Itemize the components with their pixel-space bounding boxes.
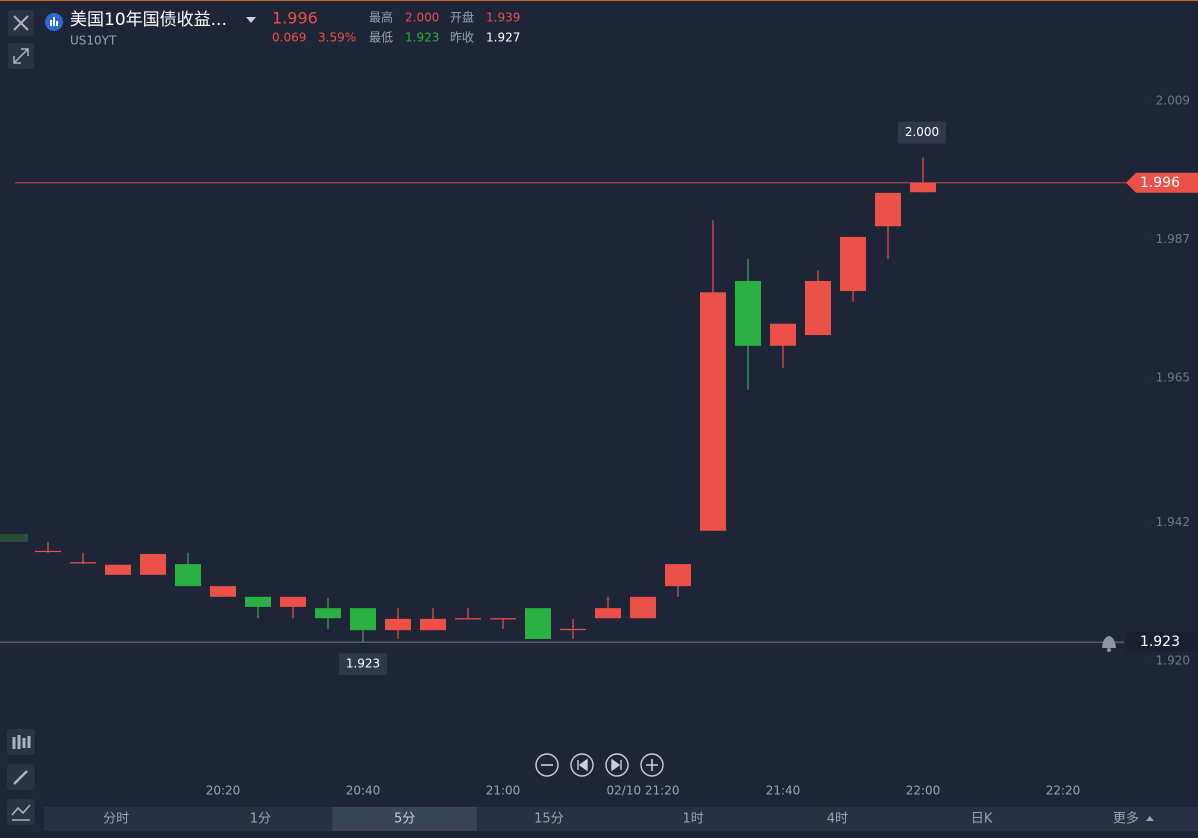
low-axis-label-box (1126, 632, 1198, 653)
candle-body (105, 564, 131, 575)
candle-body (420, 618, 446, 631)
candle-body (140, 554, 166, 575)
zoom-out-button[interactable] (535, 753, 559, 777)
candle-body (665, 564, 691, 587)
candle-body (175, 564, 201, 587)
x-tick-label: 22:20 (1046, 784, 1081, 798)
zoom-in-button[interactable] (640, 753, 664, 777)
change: 0.069 (272, 31, 306, 45)
high-marker-label: 2.000 (905, 125, 939, 139)
x-tick-label: 21:40 (766, 784, 801, 798)
stat-value: 1.927 (486, 31, 520, 45)
timeframe-tab[interactable]: 15分 (534, 812, 564, 827)
candle-body (490, 618, 516, 620)
stat-label: 开盘 (450, 10, 474, 25)
candle-body (805, 280, 831, 336)
timeframe-tab[interactable]: 分时 (103, 812, 129, 827)
low-axis-label: 1.923 (1140, 634, 1180, 650)
compare-button[interactable] (7, 799, 35, 825)
timeframe-tab[interactable]: 5分 (394, 812, 415, 827)
draw-button[interactable] (7, 764, 35, 790)
low-marker-label: 1.923 (346, 657, 380, 671)
candle-body (770, 323, 796, 346)
stat-label: 最低 (369, 31, 393, 45)
candle-body (70, 562, 96, 564)
go-end-button[interactable] (605, 753, 629, 777)
candle-body (525, 608, 551, 639)
symbol-code: US10YT (70, 34, 117, 48)
candle-body (245, 596, 271, 607)
indicator-button[interactable] (7, 729, 35, 755)
timeframe-bar (44, 807, 1198, 831)
stat-value: 1.939 (486, 11, 520, 25)
last-price: 1.996 (272, 9, 318, 28)
candle-body (700, 292, 726, 531)
stat-label: 最高 (369, 10, 393, 25)
change-pct: 3.59% (318, 31, 356, 45)
candle-body (455, 618, 481, 620)
candle-body (735, 280, 761, 346)
go-start-button[interactable] (570, 753, 594, 777)
stat-value: 1.923 (405, 31, 439, 45)
x-tick-label: 20:40 (346, 784, 381, 798)
low-marker-box (339, 653, 387, 676)
timeframe-tab[interactable]: 更多 (1113, 811, 1139, 827)
x-tick-label: 02/10 21:20 (607, 784, 680, 798)
more-arrow[interactable] (1145, 816, 1154, 821)
symbol-icon (45, 13, 63, 31)
stat-label: 昨收 (450, 31, 474, 45)
last-price-label: 1.996 (1140, 175, 1180, 191)
stat-value: 2.000 (405, 11, 439, 25)
x-tick-label: 21:00 (486, 784, 521, 798)
candle-body (875, 192, 901, 227)
candle-body (350, 608, 376, 631)
close-button[interactable] (8, 10, 34, 36)
volume-hint (0, 534, 28, 542)
candle-body (315, 608, 341, 619)
high-marker-box (898, 121, 946, 144)
timeframe-tab[interactable]: 4时 (827, 812, 848, 827)
x-tick-label: 22:00 (906, 784, 941, 798)
top-border (0, 0, 1198, 1)
collapse-button[interactable] (8, 43, 34, 69)
candle-body (210, 586, 236, 597)
timeframe-tab[interactable]: 1时 (682, 812, 703, 827)
y-tick-label: 1.920 (1156, 654, 1190, 668)
y-tick-label: 1.965 (1156, 370, 1190, 384)
symbol-title: 美国10年国债收益... (70, 10, 227, 30)
timeframe-tab[interactable]: 日K (971, 812, 993, 827)
x-tick-label: 20:20 (206, 784, 241, 798)
y-tick-label: 1.942 (1156, 515, 1190, 529)
y-tick-label: 2.009 (1156, 94, 1190, 108)
candle-body (385, 618, 411, 631)
timeframe-tab[interactable]: 1分 (250, 812, 271, 827)
candle-body (910, 182, 936, 193)
timeframe-tab-selected[interactable] (332, 807, 477, 831)
candle-body (630, 596, 656, 619)
dropdown-arrow[interactable] (246, 17, 256, 23)
candle-body (280, 596, 306, 607)
last-price-tag (1126, 172, 1198, 193)
candle-body (560, 628, 586, 631)
y-tick-label: 1.987 (1156, 232, 1190, 246)
candle-body (35, 550, 61, 553)
candle-body (595, 608, 621, 619)
candle-body (840, 236, 866, 292)
